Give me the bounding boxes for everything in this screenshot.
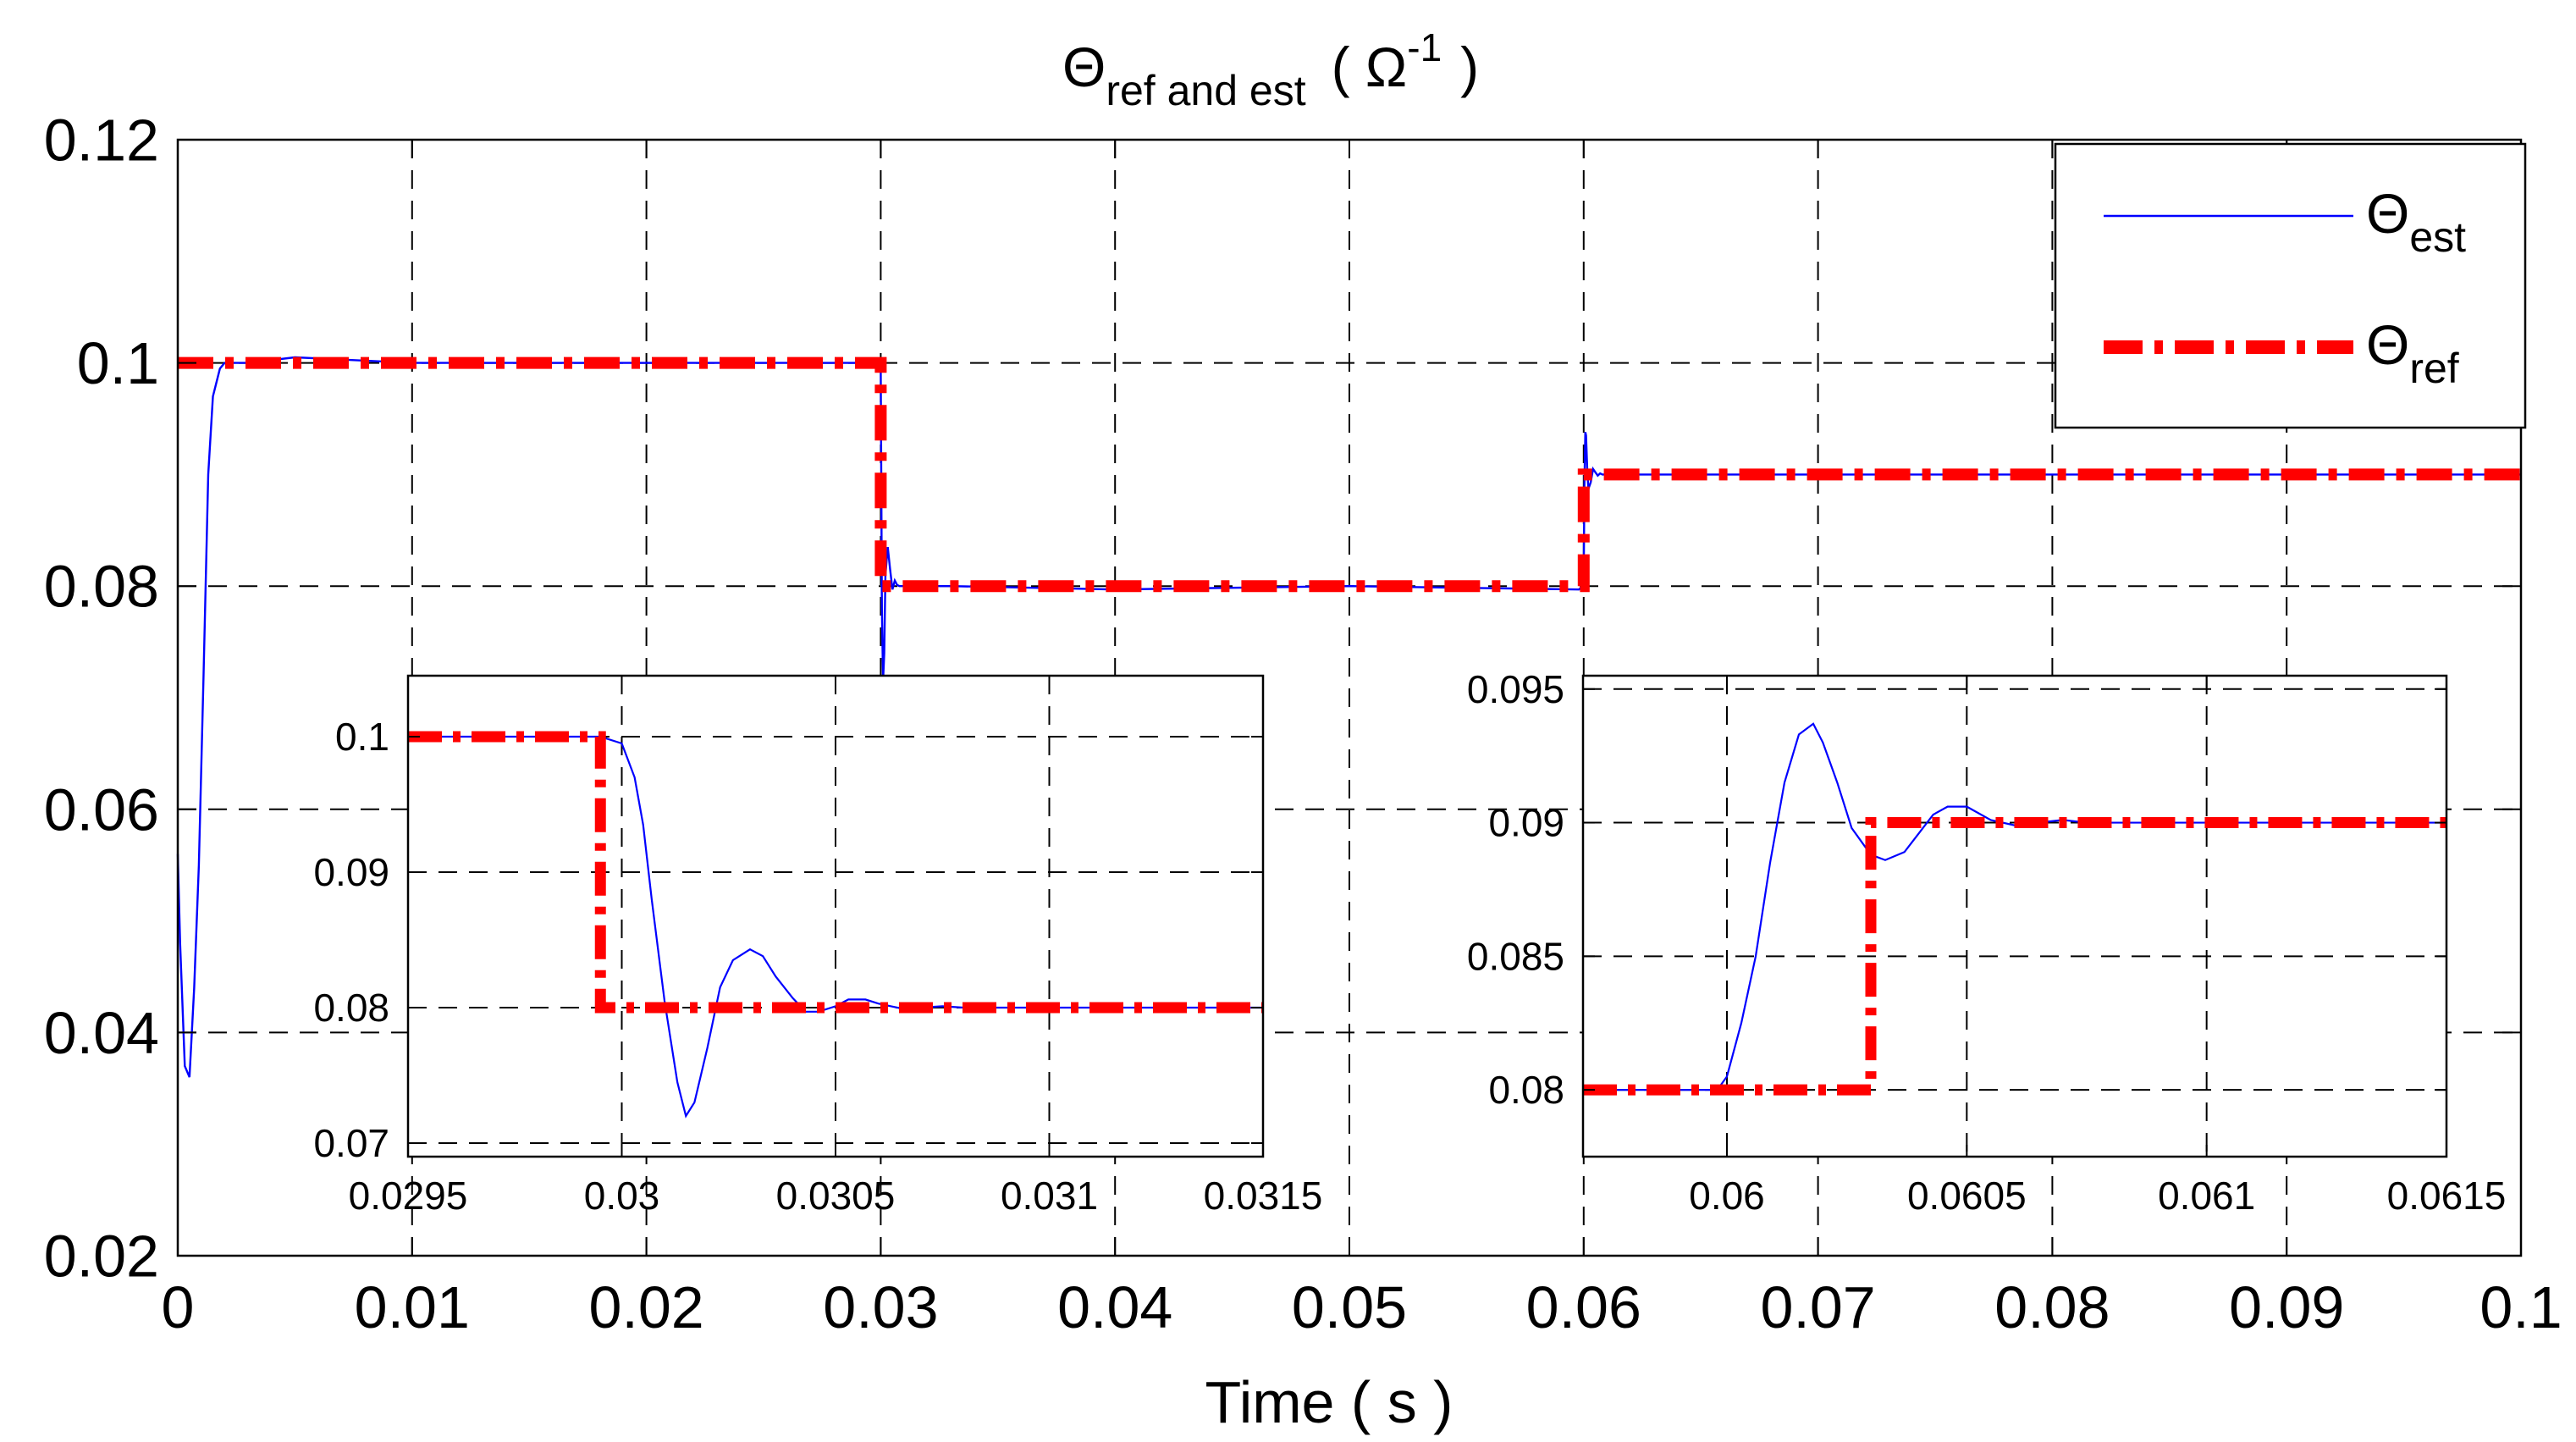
y-tick-label: 0.1 bbox=[77, 330, 159, 396]
x-tick-label: 0.05 bbox=[1292, 1274, 1407, 1340]
legend-est-sub: est bbox=[2409, 213, 2466, 261]
legend-box bbox=[2054, 142, 2527, 429]
series-line-theta-ref bbox=[1583, 817, 2446, 1096]
chart-title: Θref and est ( Ω-1) bbox=[1062, 25, 1479, 114]
legend-ref-sub: ref bbox=[2409, 345, 2458, 392]
y-tick-label: 0.1 bbox=[335, 715, 389, 759]
x-tick-label: 0.0315 bbox=[1204, 1174, 1323, 1218]
title-unit: ( Ω bbox=[1332, 36, 1408, 98]
y-tick-label: 0.12 bbox=[44, 108, 159, 174]
y-tick-label: 0.09 bbox=[1488, 801, 1564, 845]
legend-est-base: Θ bbox=[2366, 182, 2409, 245]
legend-label-est: Θest bbox=[2366, 182, 2466, 261]
x-tick-label: 0.061 bbox=[2158, 1174, 2255, 1218]
legend-ref-base: Θ bbox=[2366, 313, 2409, 376]
title-close: ) bbox=[1460, 36, 1479, 98]
x-tick-label: 0.07 bbox=[1760, 1274, 1875, 1340]
x-tick-label: 0.0615 bbox=[2387, 1174, 2507, 1218]
series-line-theta-est bbox=[176, 356, 2521, 1078]
x-tick-label: 0.06 bbox=[1526, 1274, 1641, 1340]
x-tick-label: 0.03 bbox=[584, 1174, 660, 1218]
y-tick-label: 0.08 bbox=[1488, 1068, 1564, 1112]
title-sub: ref and est bbox=[1106, 67, 1305, 114]
y-tick-label: 0.02 bbox=[44, 1224, 159, 1290]
x-tick-label: 0.09 bbox=[2229, 1274, 2344, 1340]
series-line-theta-ref bbox=[408, 731, 1263, 1014]
x-tick-label: 0.04 bbox=[1057, 1274, 1172, 1340]
x-axis-label: Time ( s ) bbox=[1205, 1369, 1453, 1435]
x-tick-label: 0.03 bbox=[823, 1274, 938, 1340]
legend-label-ref: Θref bbox=[2366, 313, 2459, 392]
inset-plot-1: 0.0295 0.03 0.0305 0.031 0.0315 0.07 0.08 0.09 0… bbox=[313, 674, 1323, 1218]
plot-frame bbox=[1581, 674, 2448, 1158]
x-tick-label: 0.0605 bbox=[1907, 1174, 2027, 1218]
title-exp: -1 bbox=[1407, 25, 1442, 69]
y-tick-label: 0.06 bbox=[44, 776, 159, 843]
y-tick-label: 0.095 bbox=[1467, 667, 1564, 711]
legend: Θest Θref bbox=[2054, 142, 2527, 429]
y-tick-label: 0.04 bbox=[44, 1000, 159, 1066]
y-tick-label: 0.085 bbox=[1467, 934, 1564, 978]
series-line-theta-ref bbox=[178, 356, 2521, 593]
title-theta: Θ bbox=[1062, 36, 1106, 98]
x-tick-label: 0.01 bbox=[355, 1274, 470, 1340]
y-tick-label: 0.08 bbox=[44, 554, 159, 620]
x-tick-label: 0.06 bbox=[1689, 1174, 1765, 1218]
x-tick-label: 0.1 bbox=[2479, 1274, 2562, 1340]
x-tick-label: 0.0305 bbox=[776, 1174, 896, 1218]
y-tick-label: 0.08 bbox=[313, 986, 389, 1030]
y-tick-label: 0.07 bbox=[313, 1121, 389, 1165]
x-tick-label: 0 bbox=[162, 1274, 195, 1340]
x-tick-label: 0.08 bbox=[1994, 1274, 2110, 1340]
x-tick-label: 0.02 bbox=[588, 1274, 703, 1340]
x-tick-label: 0.0295 bbox=[349, 1174, 468, 1218]
inset-plot-2: 0.06 0.0605 0.061 0.0615 0.08 0.085 0.09 0.095 bbox=[1467, 667, 2506, 1218]
y-tick-label: 0.09 bbox=[313, 850, 389, 894]
x-tick-label: 0.031 bbox=[1001, 1174, 1098, 1218]
